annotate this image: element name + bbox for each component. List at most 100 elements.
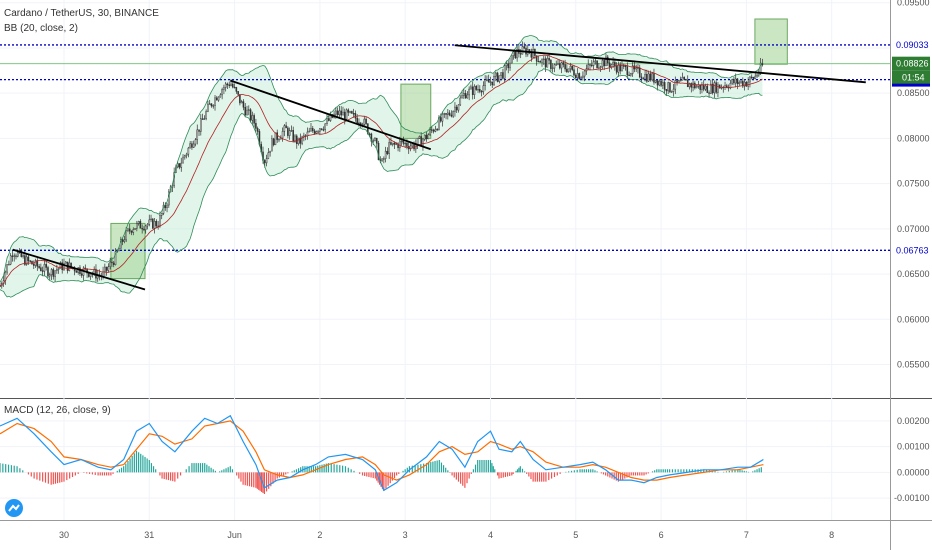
price-tick-label: 0.06500 (897, 269, 930, 279)
candle-body (324, 123, 326, 130)
price-axis[interactable]: 0.095000.090000.085000.080000.075000.070… (894, 0, 930, 503)
candle-body (320, 128, 323, 130)
candle-body (733, 79, 735, 84)
candle-body (498, 75, 501, 82)
candle-body (608, 62, 611, 68)
candle-body (493, 75, 495, 86)
candle-body (571, 65, 574, 70)
macd-histogram-bar (528, 472, 530, 477)
macd-histogram-bar (112, 472, 114, 474)
candle-body (384, 150, 387, 159)
macd-legend[interactable]: MACD (12, 26, close, 9) (4, 405, 111, 416)
time-tick-label: Jun (227, 530, 242, 540)
candle-body (370, 133, 373, 142)
trendline[interactable] (230, 79, 432, 151)
trendlines[interactable] (12, 44, 866, 291)
macd-histogram-bar (714, 471, 716, 473)
macd-histogram-bar (150, 463, 153, 473)
macd-histogram-bar (479, 460, 481, 473)
macd-histogram-bar (221, 470, 223, 473)
candle-body (105, 266, 108, 271)
macd-histogram-bar (602, 472, 605, 475)
macd-histogram-bar (658, 469, 660, 473)
candle-body (669, 82, 671, 93)
macd-signal-line (0, 420, 764, 481)
macd-histogram-bar (630, 472, 632, 476)
candle-body (390, 142, 392, 145)
macd-histogram-bar (330, 463, 332, 473)
macd-histogram-bar (660, 469, 662, 473)
macd-histogram-bar (63, 472, 65, 482)
macd-histogram-bar (174, 472, 176, 482)
macd-histogram-bar (16, 466, 18, 473)
candle-body (663, 82, 666, 90)
macd-histogram-bar (206, 464, 208, 473)
macd-histogram-bar (498, 472, 500, 479)
candle-body (338, 110, 341, 116)
level-tag: 0.06763 (896, 245, 929, 255)
candle-body (47, 267, 49, 277)
macd-histogram-bar (404, 469, 406, 473)
candle-body (630, 73, 632, 76)
macd-histogram-bar (509, 472, 511, 476)
candle-body (541, 59, 543, 63)
macd-histogram-bar (116, 470, 118, 473)
macd-histogram-bar (199, 463, 202, 473)
macd-histogram-bar (179, 472, 182, 476)
current-price-tag-bg (892, 56, 930, 71)
bollinger-band-fill (0, 35, 763, 298)
candle-body (256, 128, 259, 132)
macd-histogram-bar (462, 472, 464, 486)
tradingview-logo-icon[interactable] (5, 499, 23, 517)
symbol-legend[interactable]: Cardano / TetherUS, 30, BINANCE (4, 8, 159, 19)
candle-body (589, 64, 591, 66)
macd-histogram-bar (120, 467, 123, 473)
macd-histogram-bar (445, 467, 447, 473)
macd-histogram-bar (310, 466, 312, 473)
macd-histogram-bar (518, 467, 520, 473)
macd-histogram-bar (312, 466, 315, 473)
macd-histogram-bar (565, 471, 567, 473)
candle-body (742, 80, 744, 87)
candle-body (9, 255, 12, 265)
macd-histogram-bar (333, 464, 335, 473)
macd-histogram-bar (585, 469, 588, 473)
candle-body (155, 220, 158, 227)
time-axis[interactable]: 30 31 Jun 2 3 4 5 6 7 8 (59, 530, 834, 540)
candle-body (248, 109, 250, 111)
candle-body (622, 65, 625, 67)
macd-histogram-bar (0, 463, 1, 473)
trendline[interactable] (454, 44, 866, 84)
candle-body (150, 218, 152, 221)
macd-histogram-bar (579, 469, 581, 473)
candle-body (615, 66, 618, 73)
macd-histogram-bar (500, 472, 502, 479)
candle-body (626, 66, 629, 76)
candle-body (717, 84, 719, 93)
candle-body (217, 96, 220, 101)
candle-body (80, 273, 83, 276)
candle-body (548, 58, 550, 61)
macd-histogram-bar (592, 469, 594, 473)
candle-body (48, 274, 51, 277)
macd-histogram-bar (172, 472, 174, 482)
macd-histogram-bar (231, 469, 234, 473)
candle-body (15, 255, 17, 257)
macd-histogram-bar (686, 469, 688, 473)
macd-histogram-bar (651, 471, 654, 473)
highlight-box (400, 83, 432, 139)
macd-histogram-bar (380, 472, 382, 487)
trendline[interactable] (12, 248, 146, 291)
candle-body (539, 61, 542, 63)
candle-body (670, 91, 673, 93)
macd-histogram-bar (138, 452, 140, 473)
candle-body (194, 139, 197, 145)
candle-body (109, 261, 111, 267)
candle-body (480, 91, 483, 93)
bb-legend[interactable]: BB (20, close, 2) (4, 23, 78, 34)
macd-histogram-bar (634, 472, 637, 476)
macd-histogram-bar (368, 472, 370, 478)
macd-histogram-bar (344, 466, 347, 473)
macd-histogram-bar (219, 471, 221, 473)
